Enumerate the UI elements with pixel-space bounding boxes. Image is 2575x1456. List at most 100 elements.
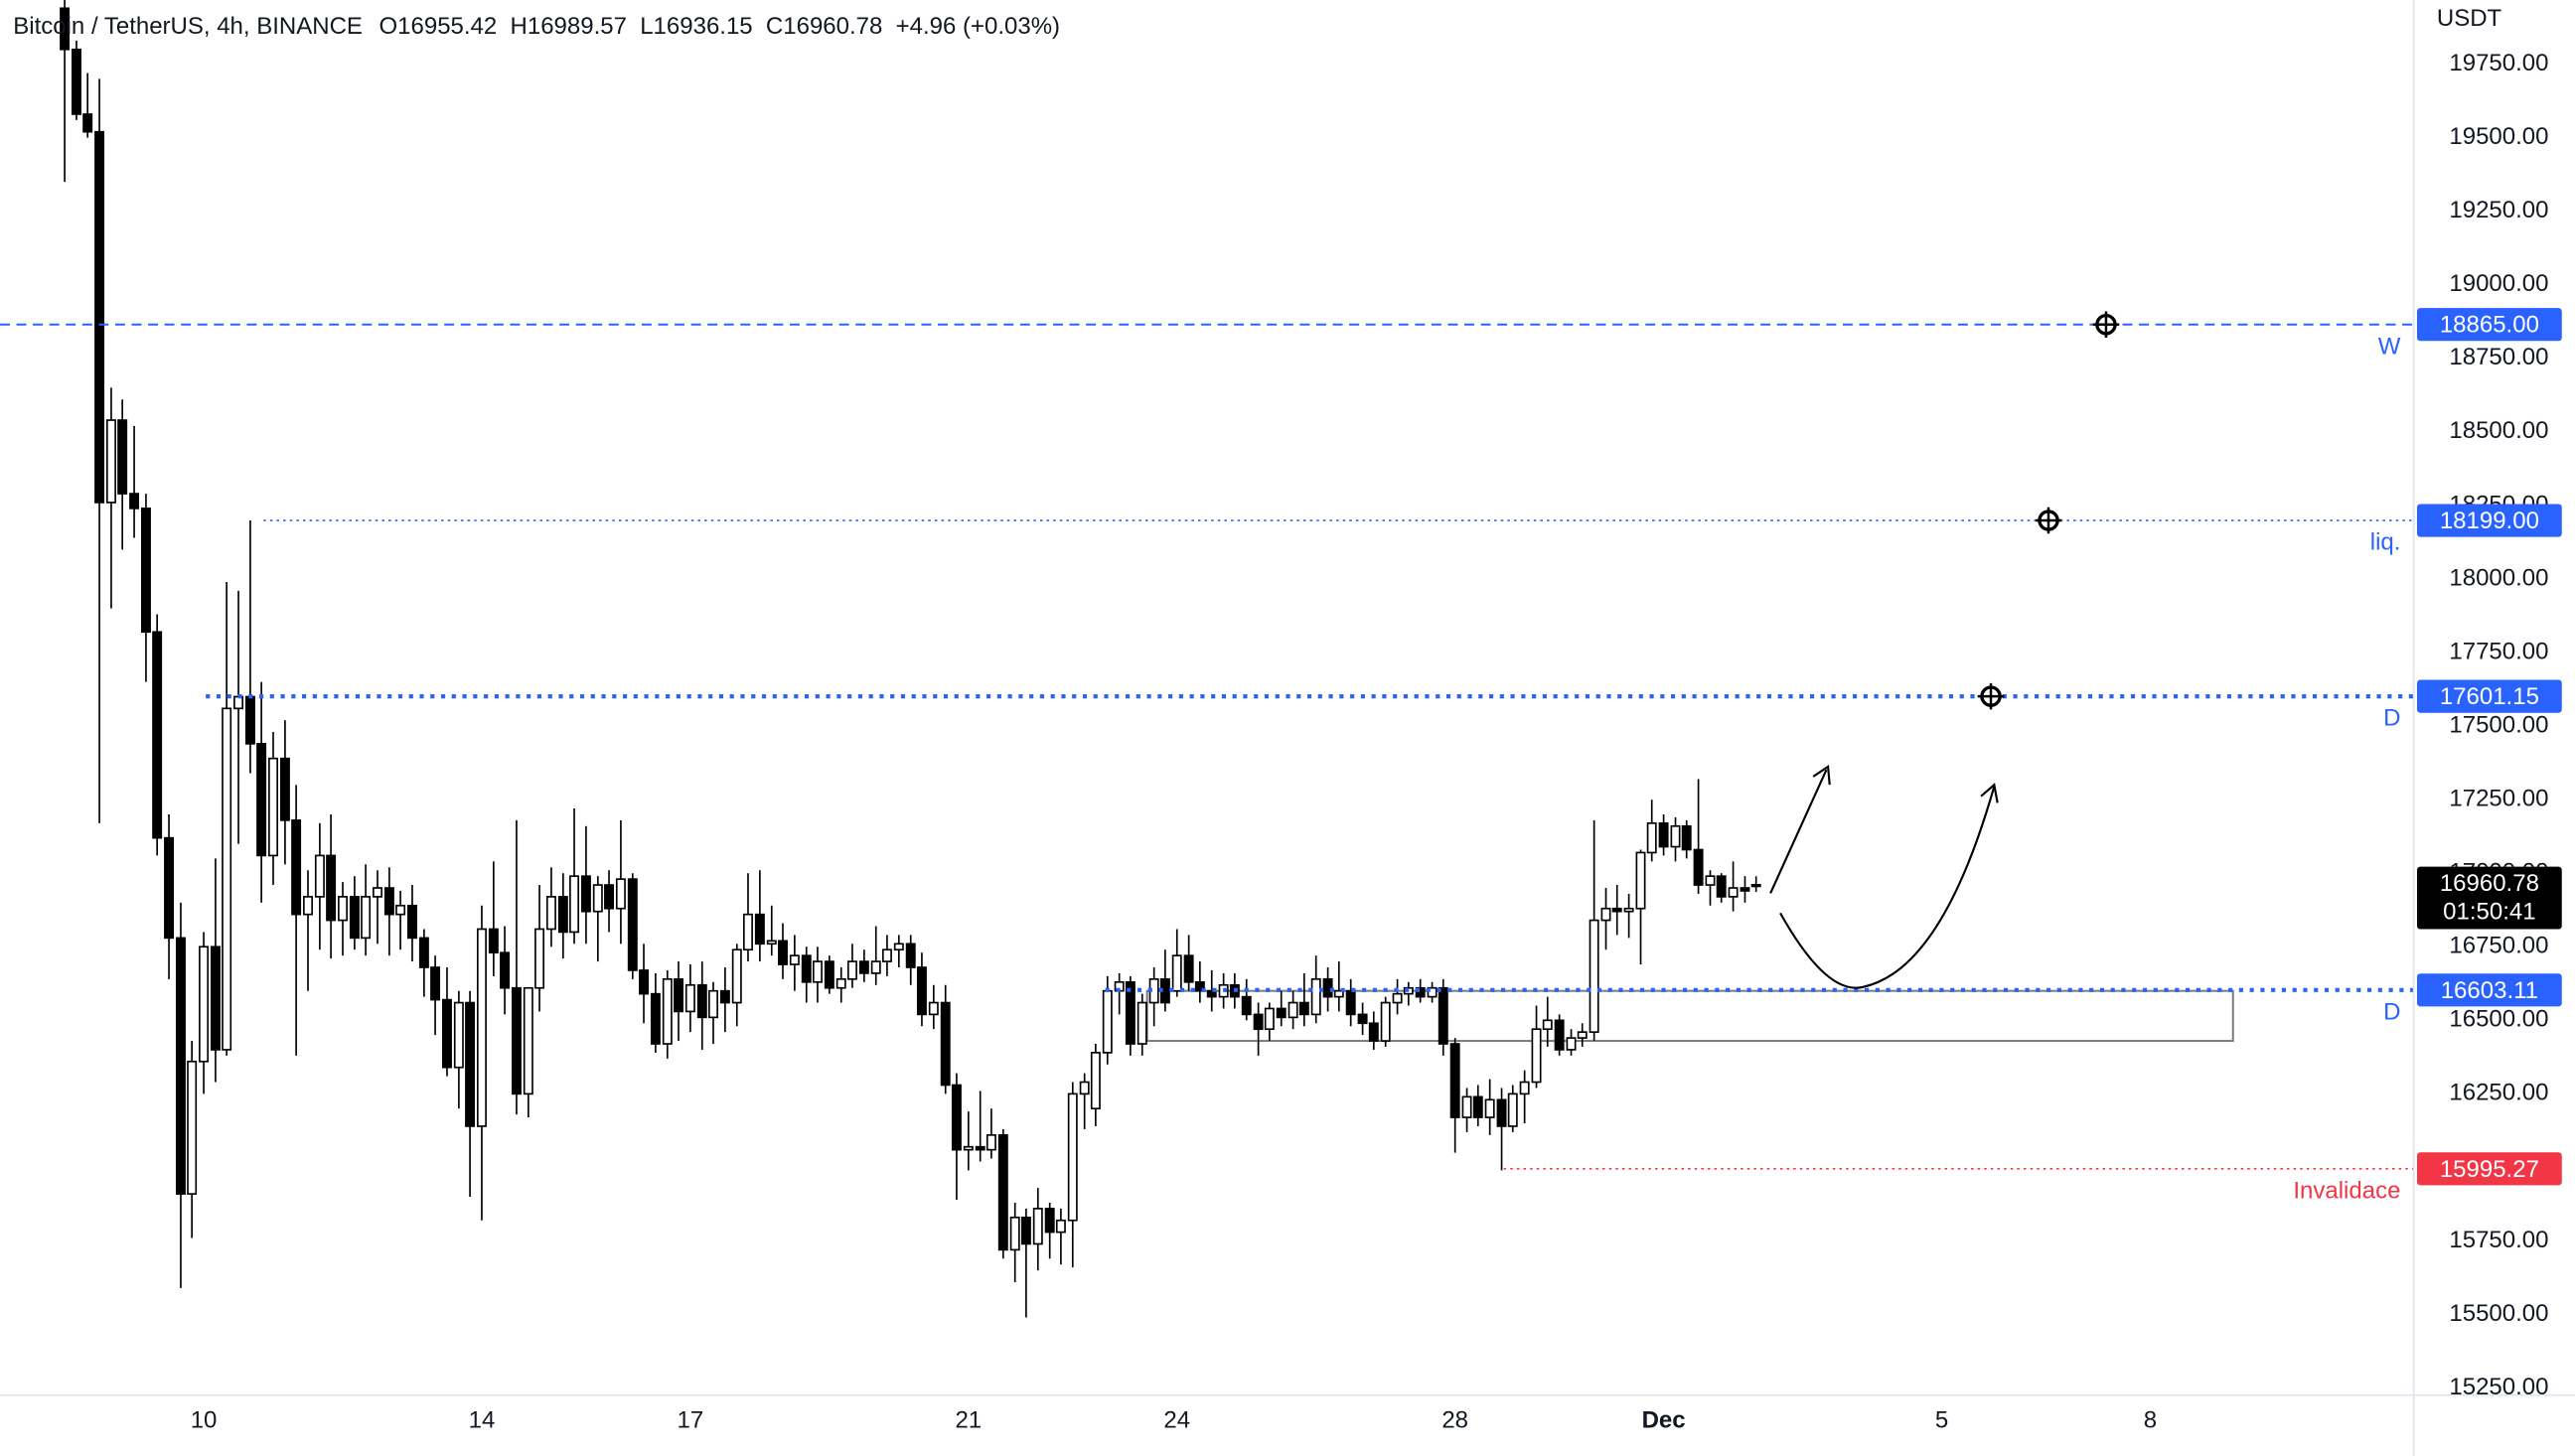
candle-body — [1427, 986, 1438, 998]
candle-body — [1670, 824, 1681, 848]
candle-body — [129, 493, 140, 510]
level-note: D — [2383, 705, 2400, 732]
x-tick-label: 14 — [469, 1407, 496, 1434]
candle-body — [105, 419, 116, 504]
candle-body — [72, 48, 81, 115]
candle-body — [441, 998, 452, 1069]
plot-area — [0, 0, 2414, 1318]
candle-body — [1009, 1216, 1020, 1251]
candle-body — [1253, 1013, 1264, 1031]
target-icon — [2092, 311, 2120, 338]
candle-body — [488, 928, 499, 954]
candle-body — [1380, 1001, 1391, 1042]
x-tick-label: 28 — [1441, 1407, 1468, 1434]
price-tag-label: 15995.27 — [2440, 1156, 2539, 1183]
candle-body — [1728, 887, 1739, 898]
candle-body — [60, 7, 71, 51]
candle-body — [233, 695, 243, 710]
candle-body — [338, 896, 348, 922]
arrow-head — [1980, 783, 1999, 803]
candle-body — [407, 904, 417, 940]
ohlc-value: 16955.42 — [397, 14, 497, 41]
candle-body — [1658, 822, 1669, 848]
candle-body — [627, 878, 638, 971]
ohlc-label: L — [640, 14, 653, 41]
level-note: liq. — [2370, 529, 2401, 556]
candle-body — [928, 1001, 939, 1016]
y-tick-label: 16250.00 — [2449, 1080, 2548, 1106]
ohlc-value: 16989.57 — [528, 14, 627, 41]
ohlc-label: O — [379, 14, 397, 41]
y-tick-label: 19750.00 — [2449, 50, 2548, 76]
y-tick-label: 17250.00 — [2449, 785, 2548, 811]
candle-body — [1415, 986, 1426, 998]
countdown: 01:50:41 — [2443, 898, 2535, 925]
candle-body — [1716, 875, 1727, 898]
current-price-tag — [2417, 866, 2562, 930]
price-tag-label: 16603.11 — [2441, 977, 2538, 1004]
candle-body — [1449, 1043, 1460, 1118]
candle-body — [1577, 1031, 1588, 1039]
price-tag — [2417, 679, 2562, 713]
candle-body — [1276, 1007, 1287, 1019]
candle-body — [523, 986, 533, 1095]
change: +4.96 (+0.03%) — [896, 14, 1060, 41]
candle-body — [1171, 954, 1182, 992]
price-tag — [2417, 973, 2562, 1007]
target-cross — [2092, 311, 2120, 338]
target-icon — [1977, 682, 2005, 710]
candle-body — [418, 937, 429, 968]
ohlc-label: H — [511, 14, 528, 41]
candle-body — [1611, 907, 1622, 913]
candle-body — [303, 896, 313, 916]
y-tick-label: 19000.00 — [2449, 270, 2548, 297]
candle-body — [789, 954, 800, 965]
candle-body — [1333, 989, 1344, 998]
candle-body — [1345, 989, 1356, 1016]
y-tick-label: 18750.00 — [2449, 344, 2548, 370]
candle-body — [916, 966, 927, 1016]
candle-body — [1079, 1081, 1090, 1095]
candle-body — [1044, 1208, 1055, 1234]
y-tick-label: 17500.00 — [2449, 711, 2548, 738]
candle-body — [1531, 1028, 1542, 1084]
candle-body — [858, 960, 869, 974]
candle-body — [1368, 1022, 1379, 1042]
candle-body — [1693, 848, 1704, 886]
candle-body — [1298, 1001, 1309, 1016]
price-tag — [2417, 1152, 2562, 1186]
candle-body — [534, 928, 545, 989]
candle-body — [604, 884, 614, 910]
candle-body — [662, 978, 673, 1045]
candle-body — [893, 943, 904, 951]
candle-body — [430, 966, 441, 1001]
candle-body — [615, 878, 626, 910]
candle-body — [1681, 824, 1692, 851]
price-tag-label: 18865.00 — [2440, 312, 2539, 339]
candle-body — [1589, 919, 1599, 1033]
symbol: Bitcoin / TetherUS, 4h, BINANCE — [13, 14, 363, 41]
candle-body — [812, 960, 823, 983]
candle-body — [743, 913, 753, 951]
candle-body — [349, 896, 360, 940]
candle-body — [1194, 980, 1205, 992]
arrow — [1769, 769, 1828, 894]
candle-body — [511, 986, 522, 1095]
candle-body — [373, 887, 382, 898]
ohlc-value: 16960.78 — [783, 14, 882, 41]
candle-body — [268, 757, 278, 857]
candle-body — [963, 1145, 974, 1151]
candle-body — [1067, 1092, 1078, 1222]
candle-body — [824, 960, 834, 989]
candle-body — [1264, 1007, 1275, 1031]
candle-body — [1750, 883, 1761, 888]
candle-body — [1241, 995, 1252, 1016]
candle-body — [1635, 851, 1646, 910]
candle-body — [778, 940, 788, 965]
candle-body — [997, 1134, 1008, 1251]
candle-body — [1623, 907, 1634, 913]
candle-body — [1020, 1216, 1031, 1245]
arrow — [1779, 786, 1996, 989]
candle-body — [1496, 1098, 1507, 1127]
